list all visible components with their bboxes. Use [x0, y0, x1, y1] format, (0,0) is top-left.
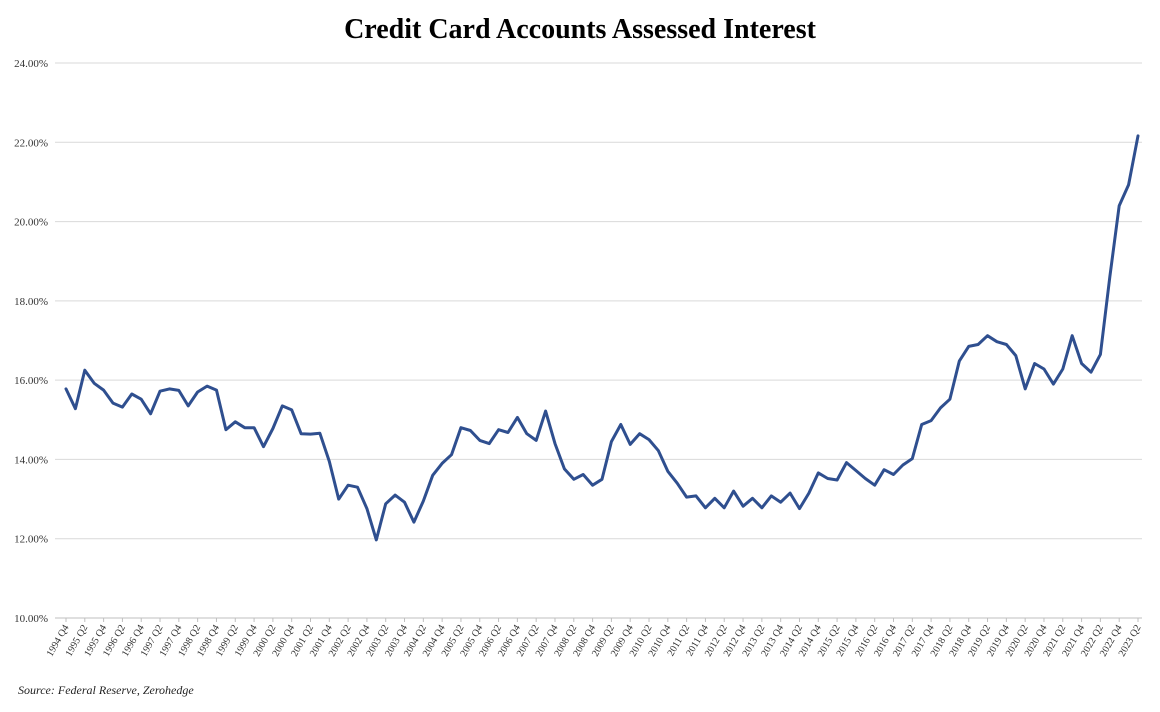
y-tick-label: 10.00%	[14, 613, 48, 625]
series-layer	[64, 134, 1140, 542]
y-tick-label: 14.00%	[14, 454, 48, 466]
series-line	[64, 134, 1140, 542]
y-tick-label: 24.00%	[14, 58, 48, 70]
gridlines	[55, 62, 1142, 619]
y-tick-label: 18.00%	[14, 296, 48, 308]
y-tick-label: 22.00%	[14, 137, 48, 149]
y-tick-label: 20.00%	[14, 217, 48, 229]
source-note: Source: Federal Reserve, Zerohedge	[18, 683, 194, 697]
y-tick-label: 12.00%	[14, 534, 48, 546]
y-tick-label: 16.00%	[14, 375, 48, 387]
y-axis-tick-labels: 10.00% 12.00% 14.00% 16.00% 18.00% 20.00% 22.0…	[14, 58, 48, 625]
chart-title: Credit Card Accounts Assessed Interest	[344, 14, 817, 45]
